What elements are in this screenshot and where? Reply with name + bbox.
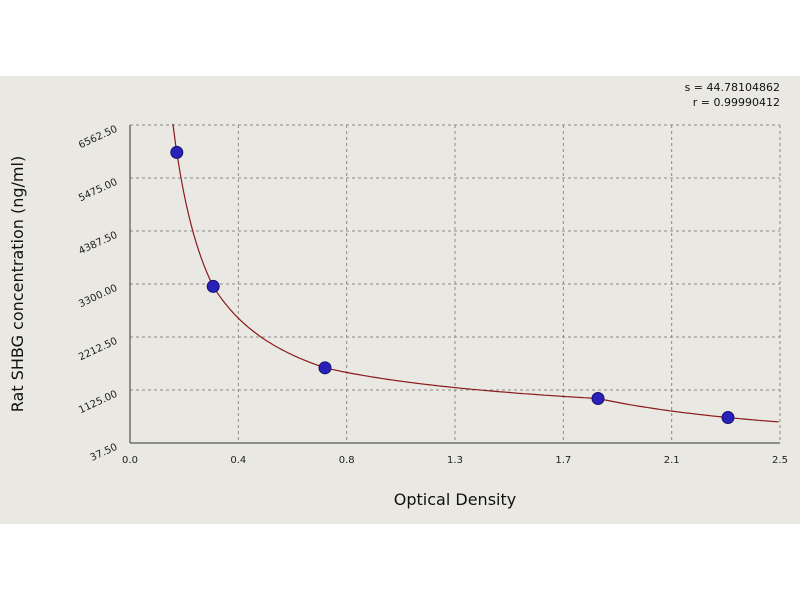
data-point [318,361,332,375]
x-tick-label: 2.1 [664,455,680,466]
y-tick-label: 37.50 [89,442,120,464]
y-tick-label: 6562.50 [77,124,119,151]
data-points [170,145,735,425]
y-tick-labels: 37.50 1125.00 2212.50 3300.00 4387.50 5475.00… [77,124,119,464]
grid-lines [130,124,781,443]
fit-s-value: s = 44.78104862 [684,81,780,94]
x-tick-label: 0.0 [122,455,138,466]
data-point [170,145,184,159]
fit-r-value: r = 0.99990412 [692,96,780,109]
x-tick-label: 1.7 [555,455,571,466]
y-tick-label: 2212.50 [77,336,119,363]
x-tick-label: 0.4 [230,455,246,466]
data-point [721,411,735,425]
fit-statistics: s = 44.78104862 r = 0.99990412 [685,80,780,110]
y-axis-title: Rat SHBG concentration (ng/ml) [8,156,27,412]
y-tick-label: 1125.00 [77,389,119,416]
y-tick-label: 4387.50 [77,230,119,257]
data-point [206,279,220,293]
fit-curve [172,123,779,423]
x-tick-label: 1.3 [447,455,463,466]
y-tick-label: 5475.00 [77,177,119,204]
x-tick-labels: 0.0 0.4 0.8 1.3 1.7 2.1 2.5 [122,455,788,466]
chart-panel [0,76,800,524]
x-tick-label: 0.8 [339,455,355,466]
x-axis-title: Optical Density [394,490,516,509]
y-tick-label: 3300.00 [77,283,119,310]
axes [129,125,780,444]
x-tick-label: 2.5 [772,455,788,466]
data-point [591,392,605,406]
